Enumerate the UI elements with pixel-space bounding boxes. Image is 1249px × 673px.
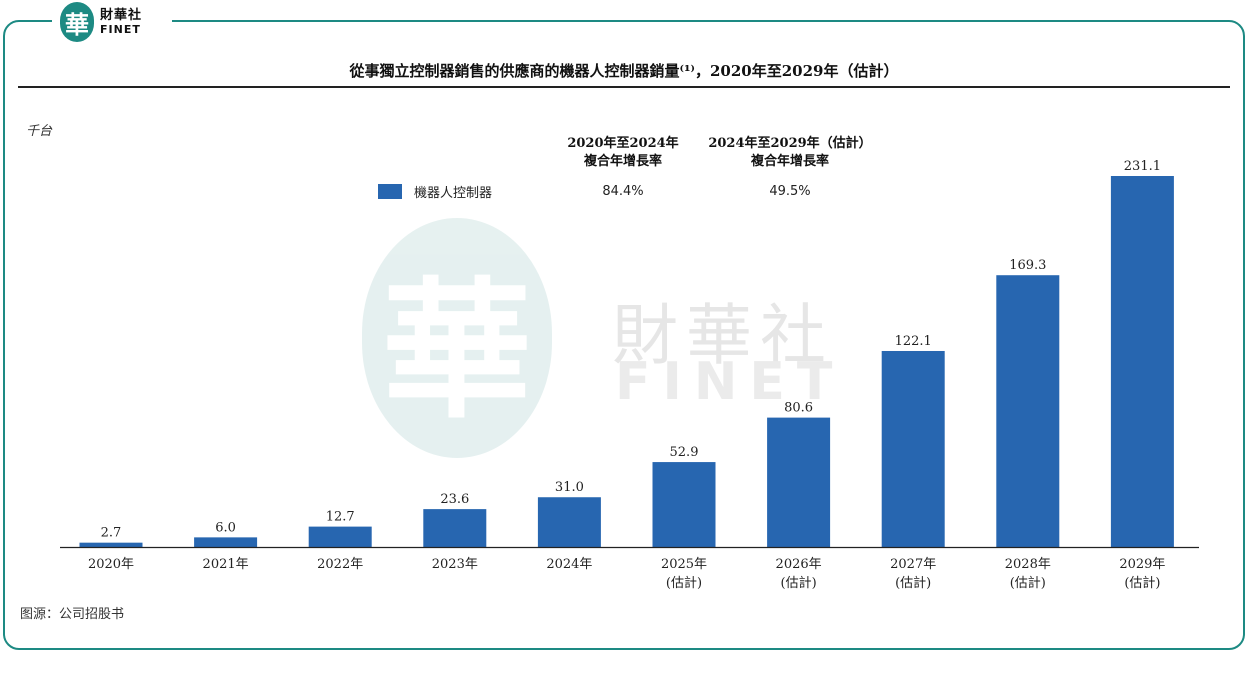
x-tick-label: 2023年 bbox=[432, 557, 478, 572]
chart-legend: 機器人控制器 bbox=[378, 182, 492, 201]
bar bbox=[881, 350, 945, 547]
bar bbox=[996, 275, 1060, 547]
bar bbox=[194, 537, 258, 547]
bar-value-label: 12.7 bbox=[326, 510, 355, 525]
bar-value-label: 2.7 bbox=[101, 526, 122, 541]
x-tick-label: 2024年 bbox=[546, 557, 592, 572]
bar bbox=[767, 417, 831, 547]
watermark-text-en: FINET bbox=[615, 352, 845, 412]
bar-value-label: 23.6 bbox=[440, 492, 469, 507]
unit-label: 千台 bbox=[26, 124, 53, 139]
bar bbox=[79, 542, 143, 547]
cagr-header-line: 複合年增長率 bbox=[750, 154, 829, 169]
bar bbox=[308, 526, 372, 547]
bar bbox=[652, 462, 716, 547]
bar bbox=[1110, 176, 1174, 547]
legend-label: 機器人控制器 bbox=[414, 186, 493, 201]
cagr-header-line: 複合年增長率 bbox=[583, 154, 662, 169]
x-tick-label: 2025年 bbox=[661, 557, 707, 572]
x-tick-label: (估計) bbox=[781, 575, 817, 591]
watermark-seal-icon: 華 bbox=[362, 218, 552, 458]
x-tick-label: (估計) bbox=[1124, 575, 1160, 591]
x-tick-label: 2020年 bbox=[88, 557, 134, 572]
x-tick-label: 2022年 bbox=[317, 557, 363, 572]
cagr-header-line: 2020年至2024年 bbox=[567, 136, 679, 151]
legend-swatch bbox=[378, 184, 402, 199]
x-tick-label: 2026年 bbox=[776, 557, 822, 572]
x-tick-label: (估計) bbox=[666, 575, 702, 591]
cagr-header-2024-2029: 2024年至2029年（估計） 複合年增長率 bbox=[695, 135, 885, 171]
x-tick-label: 2021年 bbox=[203, 557, 249, 572]
cagr-header-line: 2024年至2029年（估計） bbox=[708, 136, 872, 151]
chart-title: 從事獨立控制器銷售的供應商的機器人控制器銷量⁽¹⁾，2020年至2029年（估計… bbox=[349, 62, 899, 80]
x-tick-label: (估計) bbox=[895, 575, 931, 591]
bar-value-label: 231.1 bbox=[1124, 159, 1161, 174]
x-tick-label: 2028年 bbox=[1005, 557, 1051, 572]
x-tick-label: 2029年 bbox=[1119, 557, 1165, 572]
x-tick-label: 2027年 bbox=[890, 557, 936, 572]
bar-value-label: 31.0 bbox=[555, 480, 584, 495]
bar-value-label: 169.3 bbox=[1009, 258, 1046, 273]
x-tick-label: (估計) bbox=[1010, 575, 1046, 591]
bar bbox=[537, 497, 601, 547]
title-rule bbox=[18, 86, 1230, 88]
brand-name-en: FINET bbox=[100, 23, 141, 36]
cagr-header-2020-2024: 2020年至2024年 複合年增長率 bbox=[548, 135, 698, 171]
bar-value-label: 52.9 bbox=[670, 445, 699, 460]
logo-seal-icon: 華 bbox=[60, 2, 94, 42]
bar-value-label: 122.1 bbox=[895, 334, 932, 349]
watermark-text-cn: 財華社 bbox=[612, 297, 834, 374]
bar-value-label: 6.0 bbox=[215, 520, 236, 535]
bar-value-label: 80.6 bbox=[784, 401, 813, 416]
cagr-value-2020-2024: 84.4% bbox=[602, 184, 644, 199]
bar bbox=[423, 509, 487, 547]
brand-logo: 華 財華社 FINET bbox=[52, 0, 172, 44]
brand-name-cn: 財華社 bbox=[100, 8, 143, 23]
source-note: 图源：公司招股书 bbox=[20, 607, 125, 622]
cagr-value-2024-2029: 49.5% bbox=[769, 184, 811, 199]
